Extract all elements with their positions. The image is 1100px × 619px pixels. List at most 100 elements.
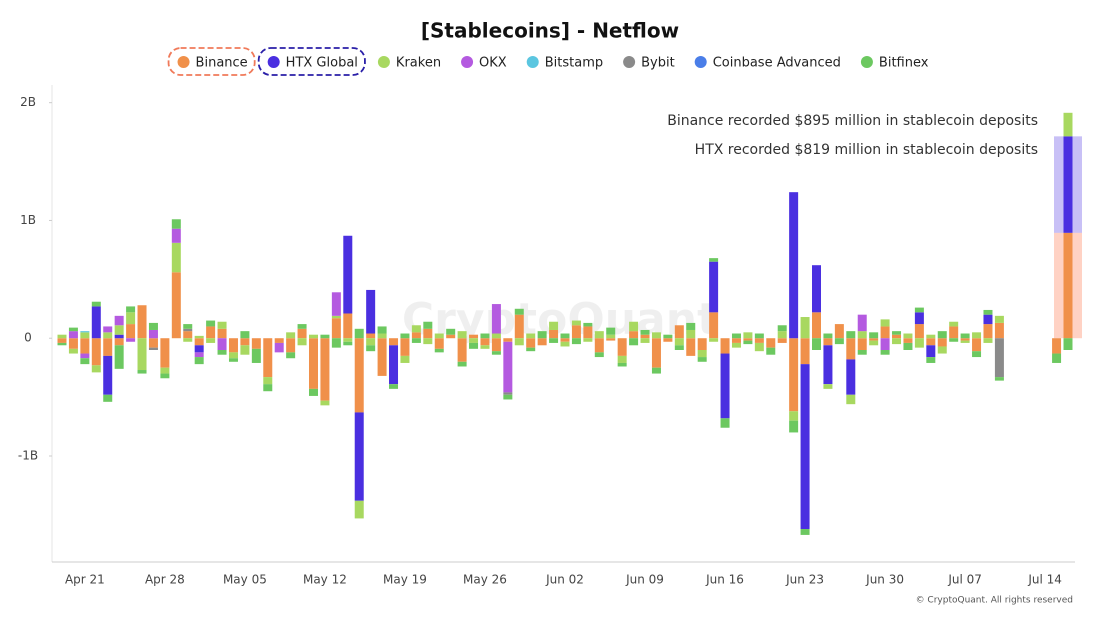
bar-segment [114, 325, 124, 335]
legend-highlight [257, 47, 366, 76]
bar-segment [960, 333, 970, 339]
bar-segment [503, 338, 513, 342]
legend-label: Coinbase Advanced [713, 56, 841, 71]
bar-segment [148, 347, 158, 350]
bar-segment [526, 333, 536, 339]
bar-segment [583, 322, 593, 327]
bar-segment [491, 338, 501, 352]
bar-segment [857, 350, 867, 355]
bar-segment [80, 353, 90, 359]
bar-segment [114, 315, 124, 326]
bar-segment [834, 338, 844, 345]
bar-segment [583, 326, 593, 339]
bar-segment [103, 338, 113, 356]
bar-segment [377, 338, 387, 376]
x-tick-label: Jun 30 [865, 573, 904, 587]
bar-segment [697, 357, 707, 362]
annotation: HTX recorded $819 million in stablecoin … [695, 142, 1038, 158]
bar-segment [972, 338, 982, 352]
bar-segment [263, 377, 273, 385]
bar-segment [331, 315, 341, 319]
bar-segment [549, 321, 559, 330]
bar-segment [674, 345, 684, 350]
bar-segment [903, 338, 913, 343]
legend-item: Binance [177, 56, 248, 71]
bar-segment [960, 338, 970, 341]
bar-segment [194, 335, 204, 339]
legend-marker [694, 56, 707, 68]
bar-segment [754, 342, 764, 352]
legend-item: HTX Global [267, 56, 358, 71]
bar-segment [228, 358, 238, 362]
bar-segment [309, 334, 318, 339]
bar-segment [457, 338, 467, 362]
bar-segment [103, 394, 113, 402]
bar-segment [503, 394, 513, 400]
bar-segment [366, 338, 376, 346]
bar-segment [629, 331, 639, 339]
bar-segment [194, 345, 204, 353]
bar-segment [514, 314, 524, 339]
bar-segment [457, 361, 467, 367]
bar-segment [1052, 353, 1062, 363]
bar-segment [651, 332, 661, 339]
bar-segment [937, 338, 947, 347]
legend-label: Bitstamp [545, 56, 603, 71]
bar-segment [617, 355, 627, 363]
bar-segment [297, 338, 307, 346]
bar-segment [617, 338, 627, 356]
bar-segment [240, 338, 250, 346]
bar-segment [594, 338, 604, 353]
bar-segment [663, 334, 673, 339]
bar-segment [286, 338, 296, 353]
bar-segment [137, 338, 147, 371]
bar-segment [80, 332, 90, 339]
bar-segment [743, 338, 753, 341]
bar-segment [983, 338, 993, 343]
x-tick-label: Jun 16 [705, 573, 744, 587]
bar-segment [457, 331, 467, 339]
bar-segment [434, 338, 444, 349]
bar-segment [823, 333, 833, 339]
bar-segment [309, 388, 318, 396]
bar-segment [857, 314, 867, 332]
bar-segment [343, 341, 353, 346]
legend-marker [623, 56, 636, 68]
bar-segment [389, 345, 399, 385]
bar-segment [366, 345, 376, 352]
bar-segment [629, 338, 639, 346]
bar-segment [114, 345, 124, 369]
bar-segment [217, 321, 227, 329]
x-tick-label: Jun 02 [545, 573, 584, 587]
bar-segment [469, 342, 479, 349]
bar-segment [274, 338, 284, 343]
bar-segment [331, 338, 341, 348]
bar-segment [80, 331, 90, 333]
bar-segment [640, 338, 650, 343]
bar-segment [594, 331, 604, 339]
bar-segment [400, 338, 410, 356]
bar-segment [137, 370, 147, 374]
bar-segment [720, 418, 730, 428]
bar-segment [171, 228, 181, 243]
bar-segment [411, 332, 421, 339]
bar-segment [366, 333, 376, 339]
bar-segment [571, 325, 581, 339]
bar-segment [892, 334, 902, 339]
bar-segment [629, 321, 639, 332]
bar-segment [57, 338, 67, 343]
bar-segment [389, 338, 399, 346]
chart-title: [Stablecoins] - Netflow [421, 19, 679, 43]
legend-label: OKX [479, 56, 507, 71]
bar-segment [354, 328, 364, 339]
bar-segment [766, 338, 776, 348]
legend-label: Bitfinex [879, 56, 929, 71]
bar-segment [320, 334, 330, 339]
bar-segment [68, 327, 78, 332]
bar-segment [1063, 136, 1073, 233]
bar-segment [914, 307, 924, 313]
bar-segment [674, 338, 684, 346]
bar-segment [914, 312, 924, 325]
bar-segment [366, 289, 376, 334]
